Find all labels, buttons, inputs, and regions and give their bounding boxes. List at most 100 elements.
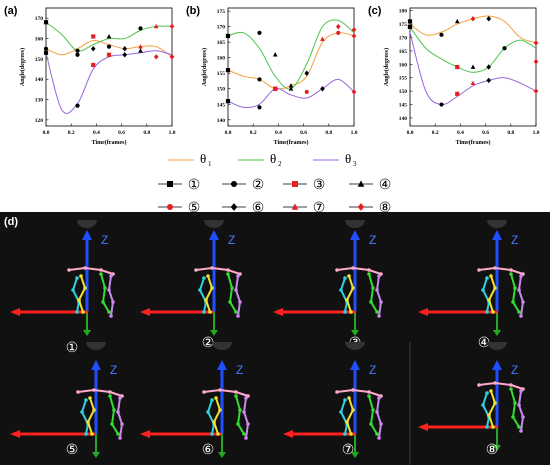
skeleton-joint: [485, 276, 489, 280]
data-point: [138, 44, 143, 49]
skeleton-joint: [371, 286, 375, 290]
skeleton-limb: [107, 275, 115, 317]
data-point: [272, 52, 278, 57]
data-point: [533, 58, 539, 65]
chart-c: (c) 0.0 0.2 0.4 0.6 0.8 1.0 140 145 150 155 160 165 1…: [364, 0, 546, 150]
skeleton-limb: [77, 275, 87, 313]
y-tick-label: 150: [399, 89, 408, 95]
skeleton-joint: [519, 429, 523, 433]
plot-frame: [409, 7, 537, 127]
legend-item-marker: [167, 181, 173, 187]
data-point: [470, 64, 476, 69]
legend-item-label: ⑦: [313, 201, 326, 212]
data-point: [257, 30, 262, 35]
legend-theta-label: θ: [270, 151, 276, 166]
y-tick-label: 150: [35, 57, 44, 63]
skeleton-joint: [511, 300, 515, 304]
skeleton-limb: [204, 275, 214, 313]
skeleton-joint: [236, 274, 240, 278]
legend-item-marker: [291, 203, 299, 210]
z-axis-label: Z: [511, 363, 518, 377]
data-point: [75, 103, 80, 108]
data-point: [439, 102, 444, 107]
panel-label: (a): [4, 5, 18, 17]
x-arrow-head: [140, 430, 150, 438]
skeleton-limb: [375, 275, 383, 317]
skeleton-joint: [118, 396, 122, 400]
z-axis-label: Z: [511, 233, 518, 247]
data-point: [455, 64, 460, 70]
skeleton-joint: [371, 408, 375, 412]
x-arrow-head: [418, 308, 428, 316]
skeleton-joint: [513, 401, 517, 405]
skeleton-limb: [86, 397, 96, 435]
data-point: [153, 23, 159, 29]
x-tick-label: 0.4: [457, 130, 464, 136]
skeleton-joint: [77, 298, 81, 302]
y-tick-label: 130: [35, 98, 44, 104]
skeleton-joint: [83, 266, 87, 270]
legend-item-marker: [357, 180, 365, 187]
data-point: [257, 105, 262, 110]
data-point: [486, 77, 492, 84]
gimbal-shape: [487, 342, 507, 350]
skeleton-joint: [75, 310, 79, 314]
skeleton-joint: [99, 268, 103, 272]
skeleton-joint: [116, 432, 120, 436]
skeleton-joint: [521, 415, 525, 419]
y-tick-label: 140: [217, 118, 226, 124]
skeleton-joint: [86, 420, 90, 424]
data-point: [122, 52, 128, 58]
skeleton-joint: [234, 390, 238, 394]
skeleton-joint: [90, 432, 94, 436]
skeleton-joint: [487, 298, 491, 302]
skeleton-joint: [343, 310, 347, 314]
x-tick-label: 1.0: [533, 130, 540, 136]
z-arrow-head: [492, 360, 502, 370]
skeleton-joint: [347, 396, 351, 400]
skeleton-joint: [481, 403, 485, 407]
x-arrow-head: [10, 430, 20, 438]
skeleton-joint: [369, 300, 373, 304]
skeleton-limb: [345, 275, 355, 313]
skeleton-joint: [343, 276, 347, 280]
skeleton-joint: [521, 300, 525, 304]
z-arrow-head: [91, 360, 101, 370]
skeleton-joint: [375, 288, 379, 292]
panel-label: (c): [368, 5, 382, 17]
skeleton-joint: [92, 408, 96, 412]
skeleton-joint: [349, 432, 353, 436]
skeleton-limb: [206, 399, 216, 435]
gimbal-shape: [204, 220, 224, 228]
legend-item-label: ①: [188, 178, 201, 193]
skeleton-joint: [67, 268, 71, 272]
data-point: [351, 33, 357, 39]
skeleton-joint: [493, 286, 497, 290]
y-tick-label: 155: [399, 76, 408, 82]
y-tick-label: 150: [217, 87, 226, 93]
data-point: [43, 46, 49, 51]
skeleton-joint: [377, 396, 381, 400]
data-point: [225, 33, 231, 39]
skeleton-joint: [493, 266, 497, 270]
skeleton-limb: [100, 273, 110, 313]
skeleton-joint: [509, 383, 513, 387]
legend-item-label: ②: [252, 178, 265, 193]
x-arrow-head: [10, 308, 20, 316]
data-point: [288, 86, 294, 91]
skeleton-joint: [109, 314, 113, 318]
skeleton-joint: [202, 390, 206, 394]
y-tick-label: 170: [35, 16, 44, 22]
skeleton-joint: [107, 310, 111, 314]
y-tick-label: 160: [399, 62, 408, 68]
data-point: [90, 45, 96, 52]
skeleton-joint: [345, 298, 349, 302]
data-point: [455, 91, 460, 96]
y-tick-label: 165: [399, 49, 408, 55]
skeleton-joint: [489, 274, 493, 278]
y-tick-label: 160: [217, 56, 226, 62]
skeleton-joint: [108, 394, 112, 398]
skeleton-joint: [519, 274, 523, 278]
skeleton-limb: [227, 273, 237, 313]
x-tick-label: 0.8: [507, 130, 514, 136]
